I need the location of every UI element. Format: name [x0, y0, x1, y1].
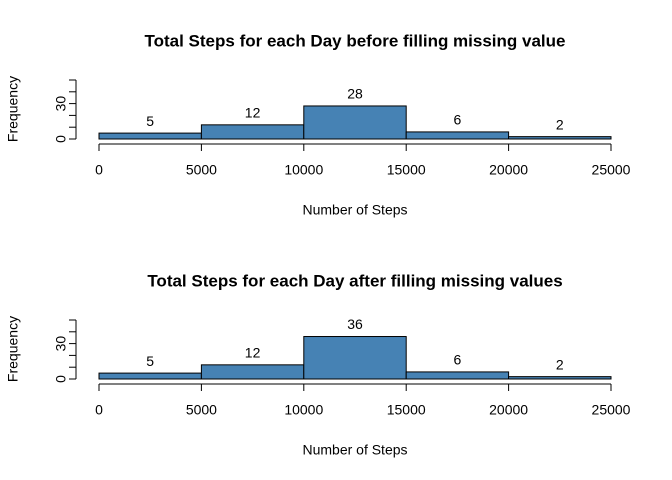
x-tick-label: 0	[95, 162, 103, 178]
x-tick-label: 0	[95, 402, 103, 418]
bar	[303, 336, 407, 380]
data-label: 12	[245, 105, 261, 121]
x-tick-label: 15000	[387, 402, 426, 418]
data-label: 2	[556, 356, 564, 372]
data-label: 6	[454, 352, 462, 368]
y-tick-label: 30	[53, 336, 69, 352]
x-tick-label: 15000	[387, 162, 426, 178]
bar	[508, 136, 612, 140]
data-label: 12	[245, 345, 261, 361]
y-axis-label: Frequency	[5, 316, 21, 382]
data-label: 6	[454, 112, 462, 128]
x-tick-label: 5000	[186, 162, 217, 178]
x-tick-label: 20000	[489, 162, 528, 178]
chart-title: Total Steps for each Day after filling m…	[147, 271, 562, 290]
data-label: 2	[556, 116, 564, 132]
y-tick-label: 0	[53, 135, 69, 143]
x-tick-label: 25000	[592, 162, 631, 178]
x-axis-label: Number of Steps	[302, 442, 407, 458]
x-tick-label: 20000	[489, 402, 528, 418]
x-tick-label: 10000	[284, 162, 323, 178]
y-tick-label: 30	[53, 96, 69, 112]
data-label: 36	[347, 316, 363, 332]
bar	[200, 364, 305, 380]
x-tick-label: 25000	[592, 402, 631, 418]
data-label: 5	[146, 113, 154, 129]
x-axis-label: Number of Steps	[302, 202, 407, 218]
bar	[200, 124, 305, 140]
chart-title: Total Steps for each Day before filling …	[144, 31, 565, 50]
bar	[98, 132, 202, 140]
x-tick-label: 10000	[284, 402, 323, 418]
bar	[508, 376, 612, 380]
x-tick-label: 5000	[186, 402, 217, 418]
bar	[405, 371, 510, 380]
data-label: 5	[146, 353, 154, 369]
bar	[98, 372, 202, 380]
y-tick-label: 0	[53, 375, 69, 383]
bar	[303, 105, 407, 140]
data-label: 28	[347, 86, 363, 102]
y-axis-label: Frequency	[5, 76, 21, 142]
bar	[405, 131, 510, 140]
